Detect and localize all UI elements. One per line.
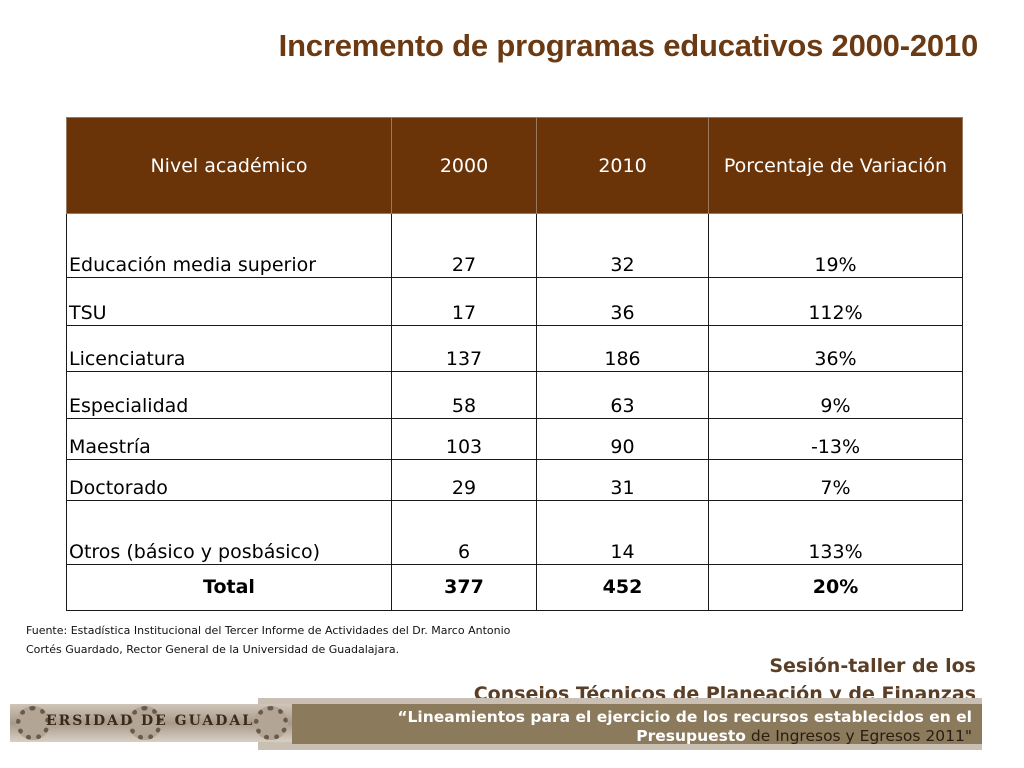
gear-icon (254, 706, 288, 740)
cell-variacion: 133% (708, 500, 963, 565)
cell-2010: 63 (536, 371, 709, 419)
cell-variacion: 19% (708, 213, 963, 278)
cell-2010: 31 (536, 459, 709, 501)
source-line-2: Cortés Guardado, Rector General de la Un… (26, 643, 400, 656)
cell-nivel: TSU (66, 277, 392, 326)
cell-2010: 14 (536, 500, 709, 565)
cell-2000: 103 (391, 418, 537, 460)
cell-variacion: 9% (708, 371, 963, 419)
cell-nivel: Doctorado (66, 459, 392, 501)
cell-total-2000: 377 (391, 564, 537, 611)
source-note: Fuente: Estadística Institucional del Te… (26, 621, 566, 659)
cell-nivel: Licenciatura (66, 325, 392, 372)
cell-2010: 32 (536, 213, 709, 278)
cell-2000: 58 (391, 371, 537, 419)
quote-rest: de Ingresos y Egresos 2011" (745, 727, 972, 745)
header-2000: 2000 (391, 117, 537, 214)
cell-2010: 186 (536, 325, 709, 372)
cell-nivel: Maestría (66, 418, 392, 460)
cell-total-2010: 452 (536, 564, 709, 611)
guidelines-quote: “Lineamientos para el ejercicio de los r… (397, 708, 972, 746)
quote-line-1: “Lineamientos para el ejercicio de los r… (397, 708, 972, 726)
table-row: Licenciatura 137 186 36% (66, 325, 963, 372)
cell-2000: 137 (391, 325, 537, 372)
slide-title: Incremento de programas educativos 2000-… (278, 28, 979, 63)
cell-nivel: Otros (básico y posbásico) (66, 500, 392, 565)
header-2010: 2010 (536, 117, 709, 214)
header-nivel: Nivel académico (66, 117, 392, 214)
table-row: Maestría 103 90 -13% (66, 418, 963, 460)
table-row: Otros (básico y posbásico) 6 14 133% (66, 500, 963, 565)
programs-table: Nivel académico 2000 2010 Porcentaje de … (66, 117, 963, 611)
cell-variacion: 36% (708, 325, 963, 372)
cell-2000: 29 (391, 459, 537, 501)
table-row: Especialidad 58 63 9% (66, 371, 963, 419)
table-header-row: Nivel académico 2000 2010 Porcentaje de … (66, 117, 963, 214)
cell-2000: 17 (391, 277, 537, 326)
quote-bold-word: Presupuesto (636, 727, 746, 745)
cell-2000: 6 (391, 500, 537, 565)
cell-2010: 36 (536, 277, 709, 326)
footer-band-brown (292, 704, 982, 744)
cell-2000: 27 (391, 213, 537, 278)
cell-total-label: Total (66, 564, 392, 611)
quote-line-2: Presupuesto de Ingresos y Egresos 2011" (397, 727, 972, 746)
seal-text: ERSIDAD DE GUADAL (46, 713, 255, 729)
header-variacion: Porcentaje de Variación (708, 117, 963, 214)
table-total-row: Total 377 452 20% (66, 564, 963, 611)
source-line-1: Fuente: Estadística Institucional del Te… (26, 624, 511, 637)
cell-nivel: Especialidad (66, 371, 392, 419)
cell-variacion: -13% (708, 418, 963, 460)
gear-icon (128, 706, 162, 740)
university-seal-strip: ERSIDAD DE GUADAL (10, 704, 292, 742)
cell-total-variacion: 20% (708, 564, 963, 611)
gear-icon (16, 706, 50, 740)
cell-2010: 90 (536, 418, 709, 460)
table-row: Doctorado 29 31 7% (66, 459, 963, 501)
cell-nivel: Educación media superior (66, 213, 392, 278)
table-row: Educación media superior 27 32 19% (66, 213, 963, 278)
session-line-1: Sesión-taller de los (769, 655, 976, 677)
cell-variacion: 112% (708, 277, 963, 326)
cell-variacion: 7% (708, 459, 963, 501)
table-row: TSU 17 36 112% (66, 277, 963, 326)
